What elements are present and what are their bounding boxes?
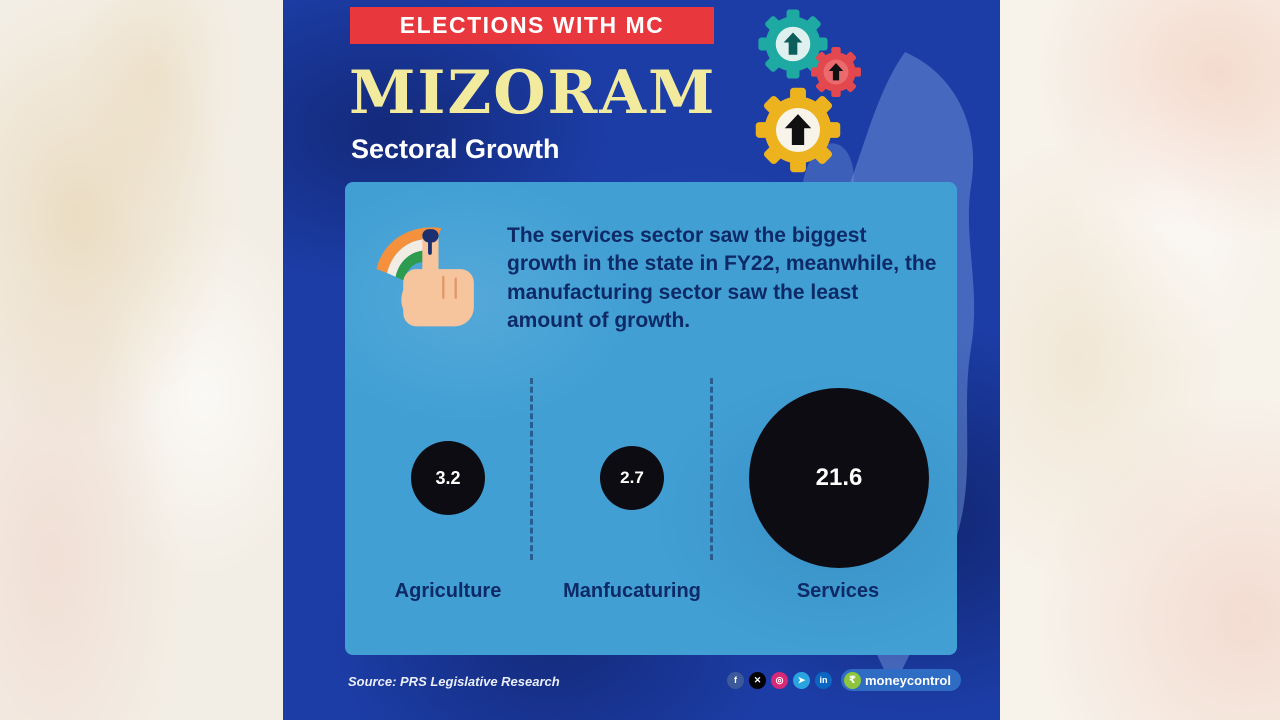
bubble-value-agriculture: 3.2 <box>435 467 461 488</box>
right-texture-band <box>1000 0 1280 720</box>
category-label-services: Services <box>796 580 880 602</box>
facebook-icon[interactable]: f <box>727 671 744 689</box>
poster-panel: ELECTIONS WITH MC MIZORAM Sectoral Growt… <box>283 0 1000 720</box>
page-title: MIZORAM <box>349 58 717 128</box>
chart-card: The services sector saw the biggest grow… <box>345 182 957 655</box>
moneycontrol-logo[interactable]: ₹ moneycontrol <box>841 669 961 691</box>
gear-up-teal-icon <box>758 9 828 79</box>
page-subtitle: Sectoral Growth <box>351 134 560 164</box>
gear-up-red-icon <box>811 47 861 97</box>
brand-name: moneycontrol <box>865 672 951 688</box>
instagram-icon[interactable]: ◎ <box>771 671 788 689</box>
telegram-glyph: ➤ <box>797 674 806 685</box>
top-banner: ELECTIONS WITH MC <box>350 7 714 44</box>
chart-description: The services sector saw the biggest grow… <box>507 224 937 333</box>
footer-social-row: f ✕ ◎ ➤ in ₹ moneycontrol <box>727 668 961 692</box>
category-label-manufacturing: Manfucaturing <box>563 580 701 602</box>
category-label-agriculture: Agriculture <box>394 580 502 602</box>
bubble-agriculture: 3.2 <box>411 441 485 515</box>
linkedin-icon[interactable]: in <box>815 671 832 689</box>
left-texture-band <box>0 0 283 720</box>
gear-up-yellow-icon <box>755 87 841 173</box>
banner-label: ELECTIONS WITH MC <box>399 12 665 38</box>
x-glyph: ✕ <box>753 674 762 685</box>
linkedin-glyph: in <box>819 675 828 685</box>
instagram-glyph: ◎ <box>775 674 784 685</box>
facebook-glyph: f <box>734 675 737 685</box>
telegram-icon[interactable]: ➤ <box>793 671 810 689</box>
bubble-services: 21.6 <box>749 388 929 568</box>
source-credit: Source: PRS Legislative Research <box>348 674 560 689</box>
dashed-divider <box>530 378 533 560</box>
bubble-value-manufacturing: 2.7 <box>620 468 644 487</box>
dashed-divider <box>710 378 713 560</box>
rupee-icon: ₹ <box>844 671 861 689</box>
bubble-value-services: 21.6 <box>815 464 863 491</box>
bubble-manufacturing: 2.7 <box>600 446 664 510</box>
x-twitter-icon[interactable]: ✕ <box>749 671 766 689</box>
voter-hand-icon <box>376 227 474 327</box>
